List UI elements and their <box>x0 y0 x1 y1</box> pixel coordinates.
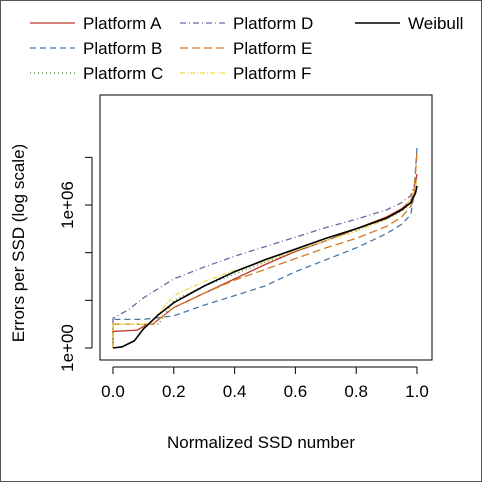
legend-label: Platform D <box>233 14 313 33</box>
series-line-platform-a <box>112 173 418 348</box>
series-line-platform-c <box>112 181 418 348</box>
series-line-weibull <box>112 185 418 349</box>
legend-label: Platform E <box>233 39 312 58</box>
series-layer <box>112 147 418 349</box>
x-tick-label: 0.8 <box>344 382 368 401</box>
legend-label: Weibull <box>408 14 463 33</box>
legend-label: Platform B <box>83 39 162 58</box>
y-tick-label: 1e+00 <box>58 324 77 372</box>
legend: Platform A Platform B Platform C Platform D… <box>30 14 463 83</box>
x-axis: 0.0 0.2 0.4 0.6 0.8 1.0 <box>101 366 429 401</box>
x-tick-label: 0.2 <box>162 382 186 401</box>
x-tick-label: 1.0 <box>405 382 429 401</box>
y-tick-label: 1e+06 <box>58 181 77 229</box>
series-line-platform-b <box>112 147 418 348</box>
series-line-platform-f <box>112 181 418 348</box>
plot-area <box>99 94 433 361</box>
y-axis-label: Errors per SSD (log scale) <box>9 144 28 342</box>
x-tick-label: 0.4 <box>223 382 247 401</box>
x-tick-label: 0.6 <box>284 382 308 401</box>
x-tick-label: 0.0 <box>101 382 125 401</box>
series-line-platform-d <box>112 176 418 348</box>
x-axis-label: Normalized SSD number <box>167 433 355 452</box>
legend-label: Platform C <box>83 64 163 83</box>
legend-label: Platform F <box>233 64 311 83</box>
legend-label: Platform A <box>83 14 162 33</box>
series-line-platform-e <box>112 152 418 348</box>
y-axis: 1e+00 1e+06 <box>58 156 93 372</box>
